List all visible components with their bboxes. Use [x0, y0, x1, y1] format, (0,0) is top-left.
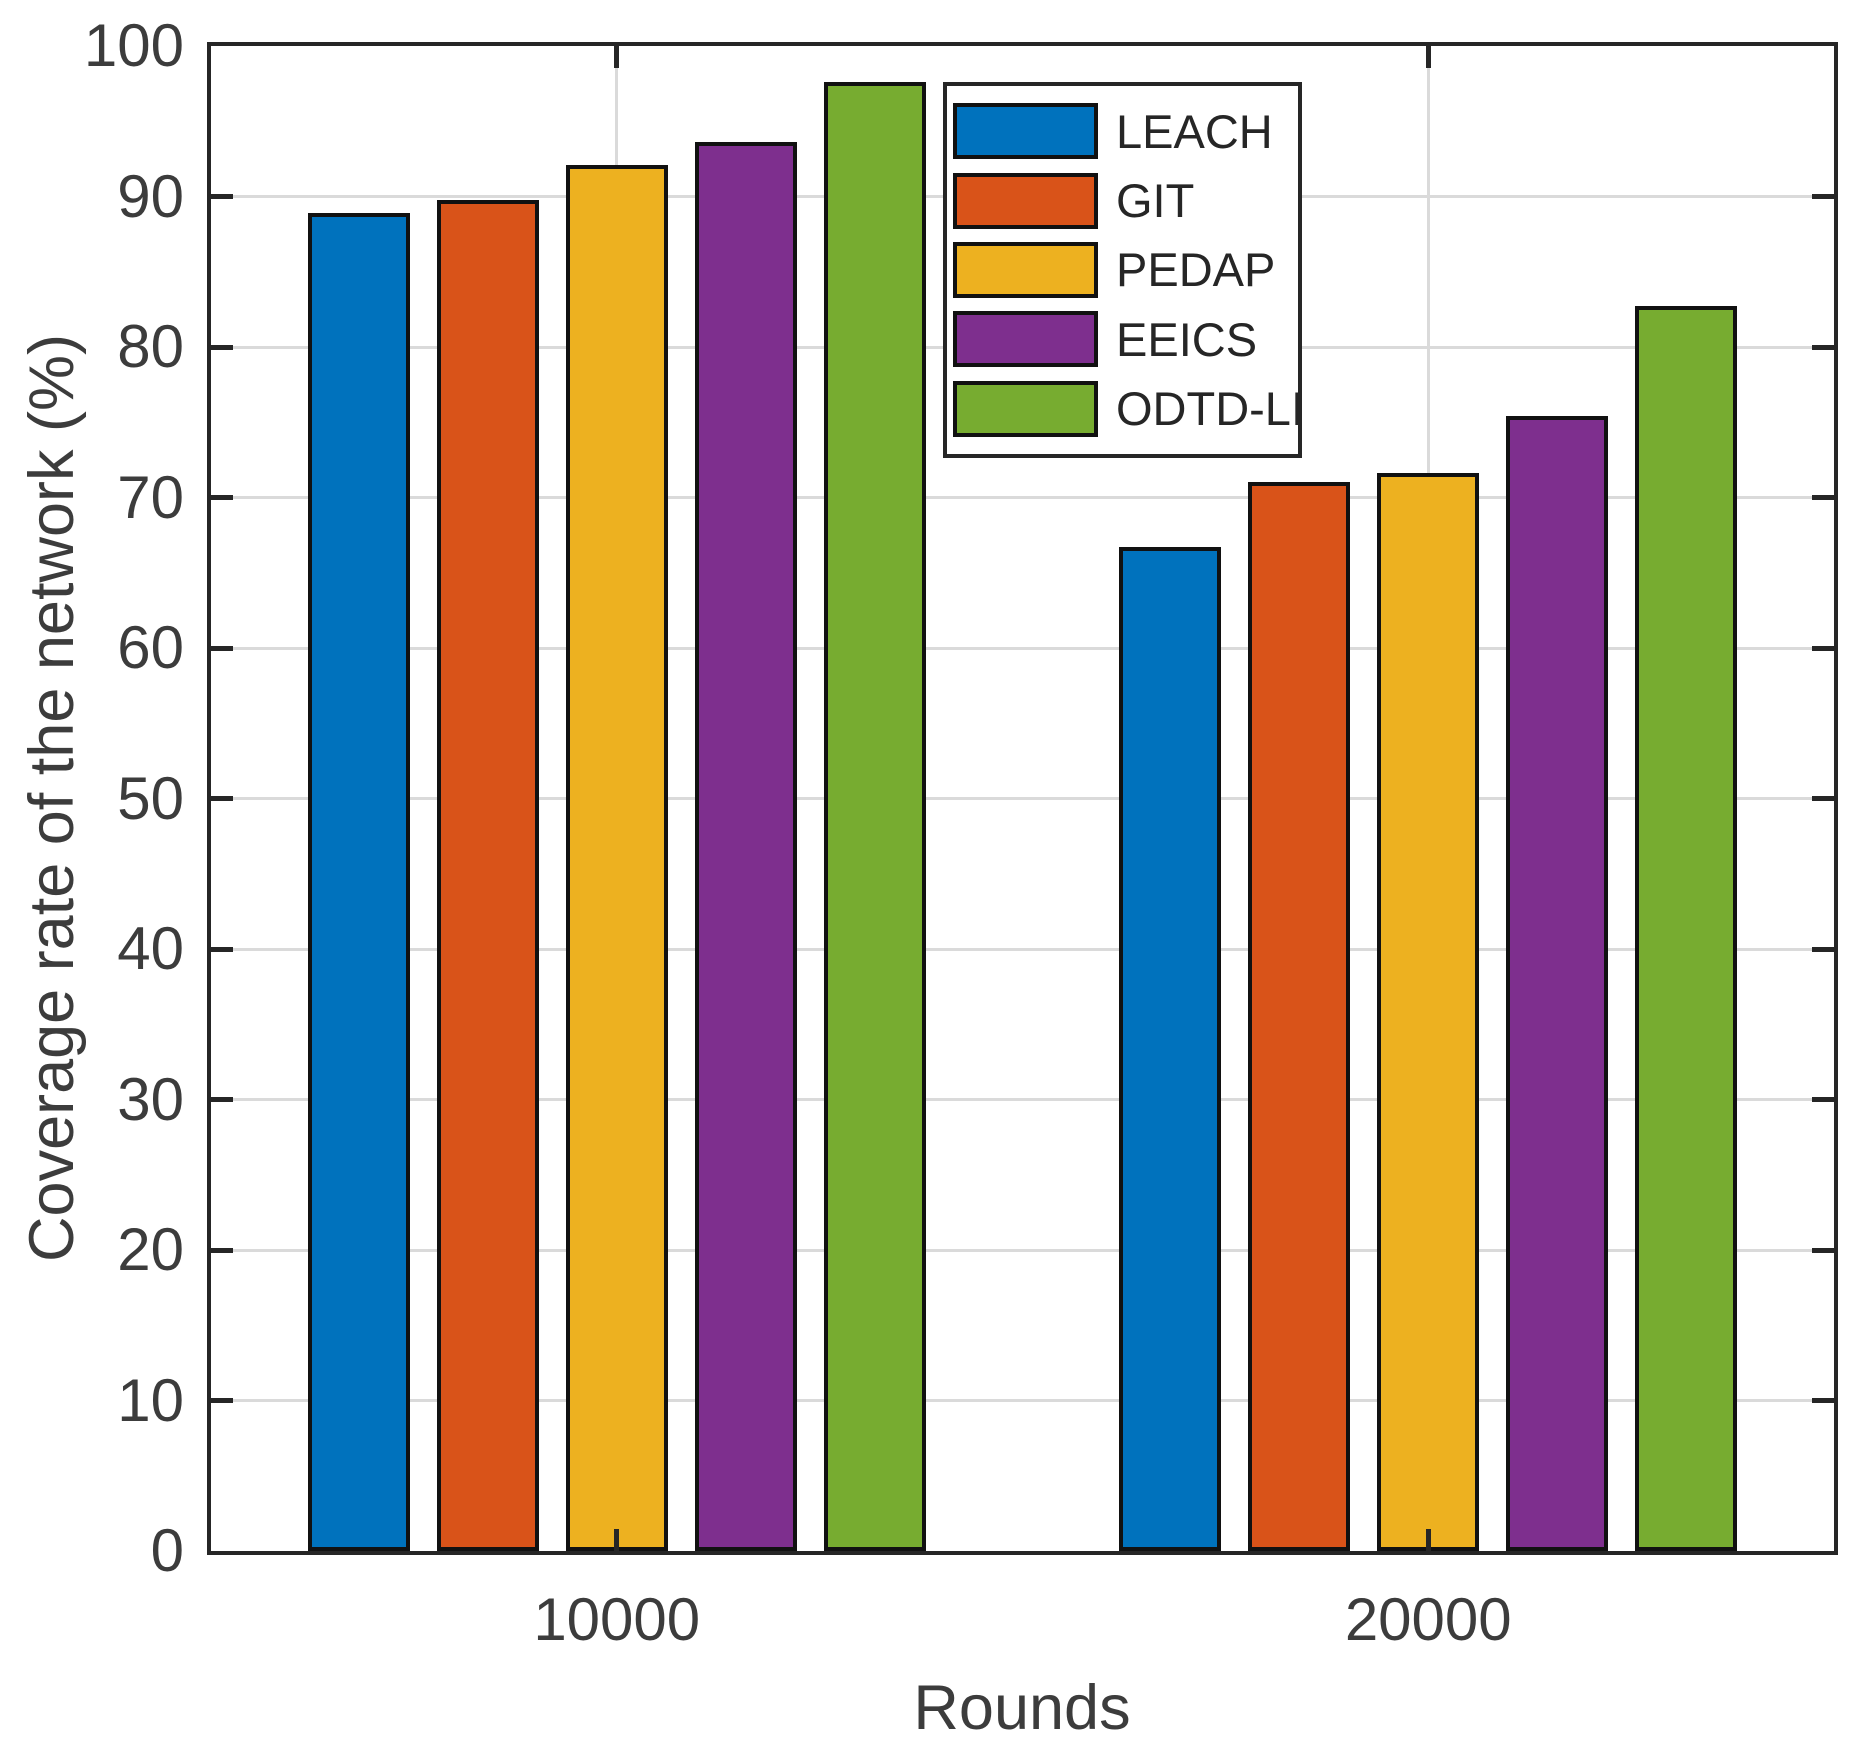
- legend-swatch-EEICS: [953, 311, 1098, 368]
- x-tick-label: 10000: [533, 1586, 701, 1653]
- y-gridline: [211, 1248, 1834, 1252]
- y-gridline: [211, 646, 1834, 650]
- y-tick-left: [211, 1398, 233, 1403]
- legend-item-PEDAP: PEDAP: [947, 241, 1298, 298]
- legend-swatch-PEDAP: [953, 241, 1098, 298]
- y-gridline: [211, 496, 1834, 499]
- x-tick-bottom: [614, 1529, 620, 1551]
- legend-label: EEICS: [1116, 312, 1258, 366]
- y-tick-right: [1812, 344, 1834, 350]
- y-tick-right: [1812, 645, 1834, 651]
- y-tick-label: 60: [117, 614, 184, 681]
- y-gridline: [211, 1098, 1834, 1101]
- legend-item-GIT: GIT: [947, 172, 1298, 229]
- bar-GIT-20000: [1248, 482, 1351, 1551]
- y-tick-label: 10: [117, 1366, 184, 1434]
- bar-EEICS-10000: [694, 142, 797, 1551]
- bar-PEDAP-10000: [565, 164, 668, 1551]
- y-tick-right: [1812, 796, 1834, 801]
- legend-item-EEICS: EEICS: [947, 311, 1298, 368]
- x-axis-title: Rounds: [913, 1673, 1131, 1743]
- legend-item-LEACH: LEACH: [947, 103, 1298, 160]
- bar-PEDAP-20000: [1377, 473, 1480, 1551]
- bar-LEACH-10000: [307, 213, 410, 1551]
- y-tick-label: 90: [117, 162, 184, 230]
- y-tick-left: [211, 796, 233, 801]
- y-tick-label: 70: [117, 463, 184, 531]
- y-tick-label: 80: [117, 313, 184, 380]
- y-gridline: [211, 797, 1834, 800]
- bar-ODTD-LI-20000: [1635, 306, 1738, 1551]
- y-tick-label: 30: [117, 1065, 184, 1133]
- y-tick-right: [1812, 1398, 1834, 1403]
- x-tick-top: [614, 46, 620, 68]
- legend-label: PEDAP: [1116, 243, 1276, 297]
- bar-GIT-10000: [436, 199, 539, 1551]
- bar-LEACH-20000: [1119, 547, 1222, 1551]
- y-tick-left: [211, 1247, 233, 1253]
- bar-EEICS-20000: [1506, 416, 1609, 1551]
- y-tick-label: 20: [117, 1216, 184, 1283]
- y-tick-right: [1812, 1247, 1834, 1253]
- y-gridline: [211, 947, 1834, 951]
- y-gridline: [211, 1399, 1834, 1402]
- plot-area: LEACH GIT PEDAP EEICS ODTD-LI: [207, 42, 1838, 1555]
- legend-label: GIT: [1116, 174, 1195, 228]
- y-tick-label: 100: [83, 12, 184, 79]
- y-tick-label: 40: [117, 915, 184, 982]
- y-tick-right: [1812, 1097, 1834, 1102]
- legend: LEACH GIT PEDAP EEICS ODTD-LI: [943, 82, 1304, 458]
- x-tick-label: 20000: [1344, 1586, 1512, 1653]
- y-tick-right: [1812, 495, 1834, 500]
- y-tick-left: [211, 1097, 233, 1102]
- legend-label: LEACH: [1116, 104, 1273, 158]
- x-tick-bottom: [1425, 1529, 1431, 1551]
- bar-ODTD-LI-10000: [823, 82, 926, 1551]
- y-tick-label: 0: [150, 1517, 184, 1584]
- legend-swatch-ODTD-LI: [953, 380, 1098, 437]
- y-tick-right: [1812, 946, 1834, 952]
- legend-item-ODTD-LI: ODTD-LI: [947, 380, 1304, 437]
- x-tick-top: [1425, 46, 1431, 68]
- y-tick-label: 50: [117, 764, 184, 832]
- legend-label: ODTD-LI: [1116, 382, 1304, 436]
- y-tick-left: [211, 645, 233, 651]
- y-tick-left: [211, 946, 233, 952]
- y-tick-left: [211, 194, 233, 199]
- y-tick-left: [211, 344, 233, 350]
- legend-swatch-LEACH: [953, 103, 1098, 160]
- legend-swatch-GIT: [953, 172, 1098, 229]
- y-tick-left: [211, 495, 233, 500]
- y-tick-right: [1812, 194, 1834, 199]
